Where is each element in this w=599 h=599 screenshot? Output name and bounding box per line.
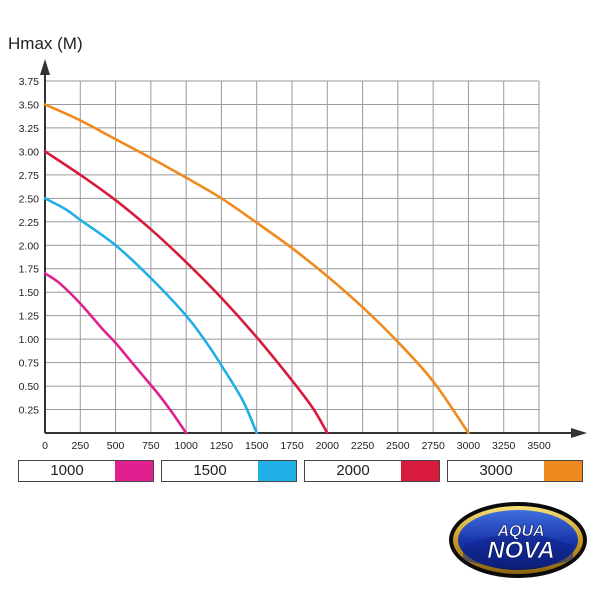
axes (40, 59, 587, 438)
y-tick-label: 0.25 (19, 405, 40, 417)
y-tick-label: 2.50 (19, 193, 40, 205)
x-tick-label: 500 (107, 440, 125, 450)
x-tick-label: 1250 (210, 440, 234, 450)
chart: 0.25 0.50 0.75 1.00 1.25 1.50 1.75 2.00 2.25 2.50… (19, 59, 587, 450)
y-axis-label: Hmax (M) (8, 34, 83, 53)
legend-label: 3000 (479, 462, 513, 479)
x-axis-arrow (571, 428, 587, 438)
x-tick-label: 1750 (280, 440, 304, 450)
legend-item-1000: 1000 (18, 460, 154, 482)
y-tick-label: 2.25 (19, 217, 40, 229)
x-tick-labels: 0 250 500 750 1000 1250 1500 1750 2000 2250 2500 27… (42, 440, 551, 450)
y-tick-label: 0.75 (19, 358, 40, 370)
x-tick-label: 3250 (492, 440, 516, 450)
x-tick-label: 1500 (245, 440, 269, 450)
x-tick-label: 2250 (351, 440, 375, 450)
y-tick-label: 2.75 (19, 170, 40, 182)
y-tick-label: 1.25 (19, 311, 40, 323)
grid (45, 80, 540, 433)
series-line-1500 (43, 197, 259, 435)
legend-item-3000: 3000 (447, 460, 583, 482)
y-tick-label: 3.00 (19, 146, 40, 158)
aqua-nova-logo: AQUA NOVA (449, 502, 587, 578)
legend: 1000 1500 2000 3000 (18, 460, 590, 484)
x-tick-label: 3500 (527, 440, 551, 450)
series-line-1000 (43, 272, 188, 435)
x-tick-label: 750 (142, 440, 160, 450)
x-tick-label: 2750 (421, 440, 445, 450)
x-tick-label: 250 (72, 440, 90, 450)
y-tick-label: 1.75 (19, 264, 40, 276)
y-tick-label: 3.75 (19, 76, 40, 88)
x-tick-label: 0 (42, 440, 48, 450)
legend-item-1500: 1500 (161, 460, 297, 482)
x-tick-label: 1000 (174, 440, 198, 450)
y-tick-label: 0.50 (19, 381, 40, 393)
legend-label: 1000 (50, 462, 84, 479)
y-tick-label: 1.00 (19, 334, 40, 346)
legend-swatch (544, 461, 582, 481)
legend-label: 1500 (193, 462, 227, 479)
series-line-3000 (43, 103, 470, 435)
x-tick-label: 2500 (386, 440, 410, 450)
legend-swatch (115, 461, 153, 481)
y-tick-label: 3.25 (19, 123, 40, 135)
x-tick-label: 3000 (457, 440, 481, 450)
legend-item-2000: 2000 (304, 460, 440, 482)
legend-swatch (258, 461, 296, 481)
y-tick-label: 3.50 (19, 99, 40, 111)
legend-label: 2000 (336, 462, 370, 479)
y-tick-label: 1.50 (19, 287, 40, 299)
x-tick-label: 2000 (316, 440, 340, 450)
series-line-2000 (43, 150, 329, 435)
logo-line1: AQUA (496, 523, 544, 540)
series-lines (43, 103, 470, 435)
y-tick-labels: 0.25 0.50 0.75 1.00 1.25 1.50 1.75 2.00 2.25 2.50… (19, 76, 40, 417)
y-tick-label: 2.00 (19, 240, 40, 252)
logo-line2: NOVA (487, 537, 555, 564)
legend-swatch (401, 461, 439, 481)
y-axis-arrow (40, 59, 50, 75)
